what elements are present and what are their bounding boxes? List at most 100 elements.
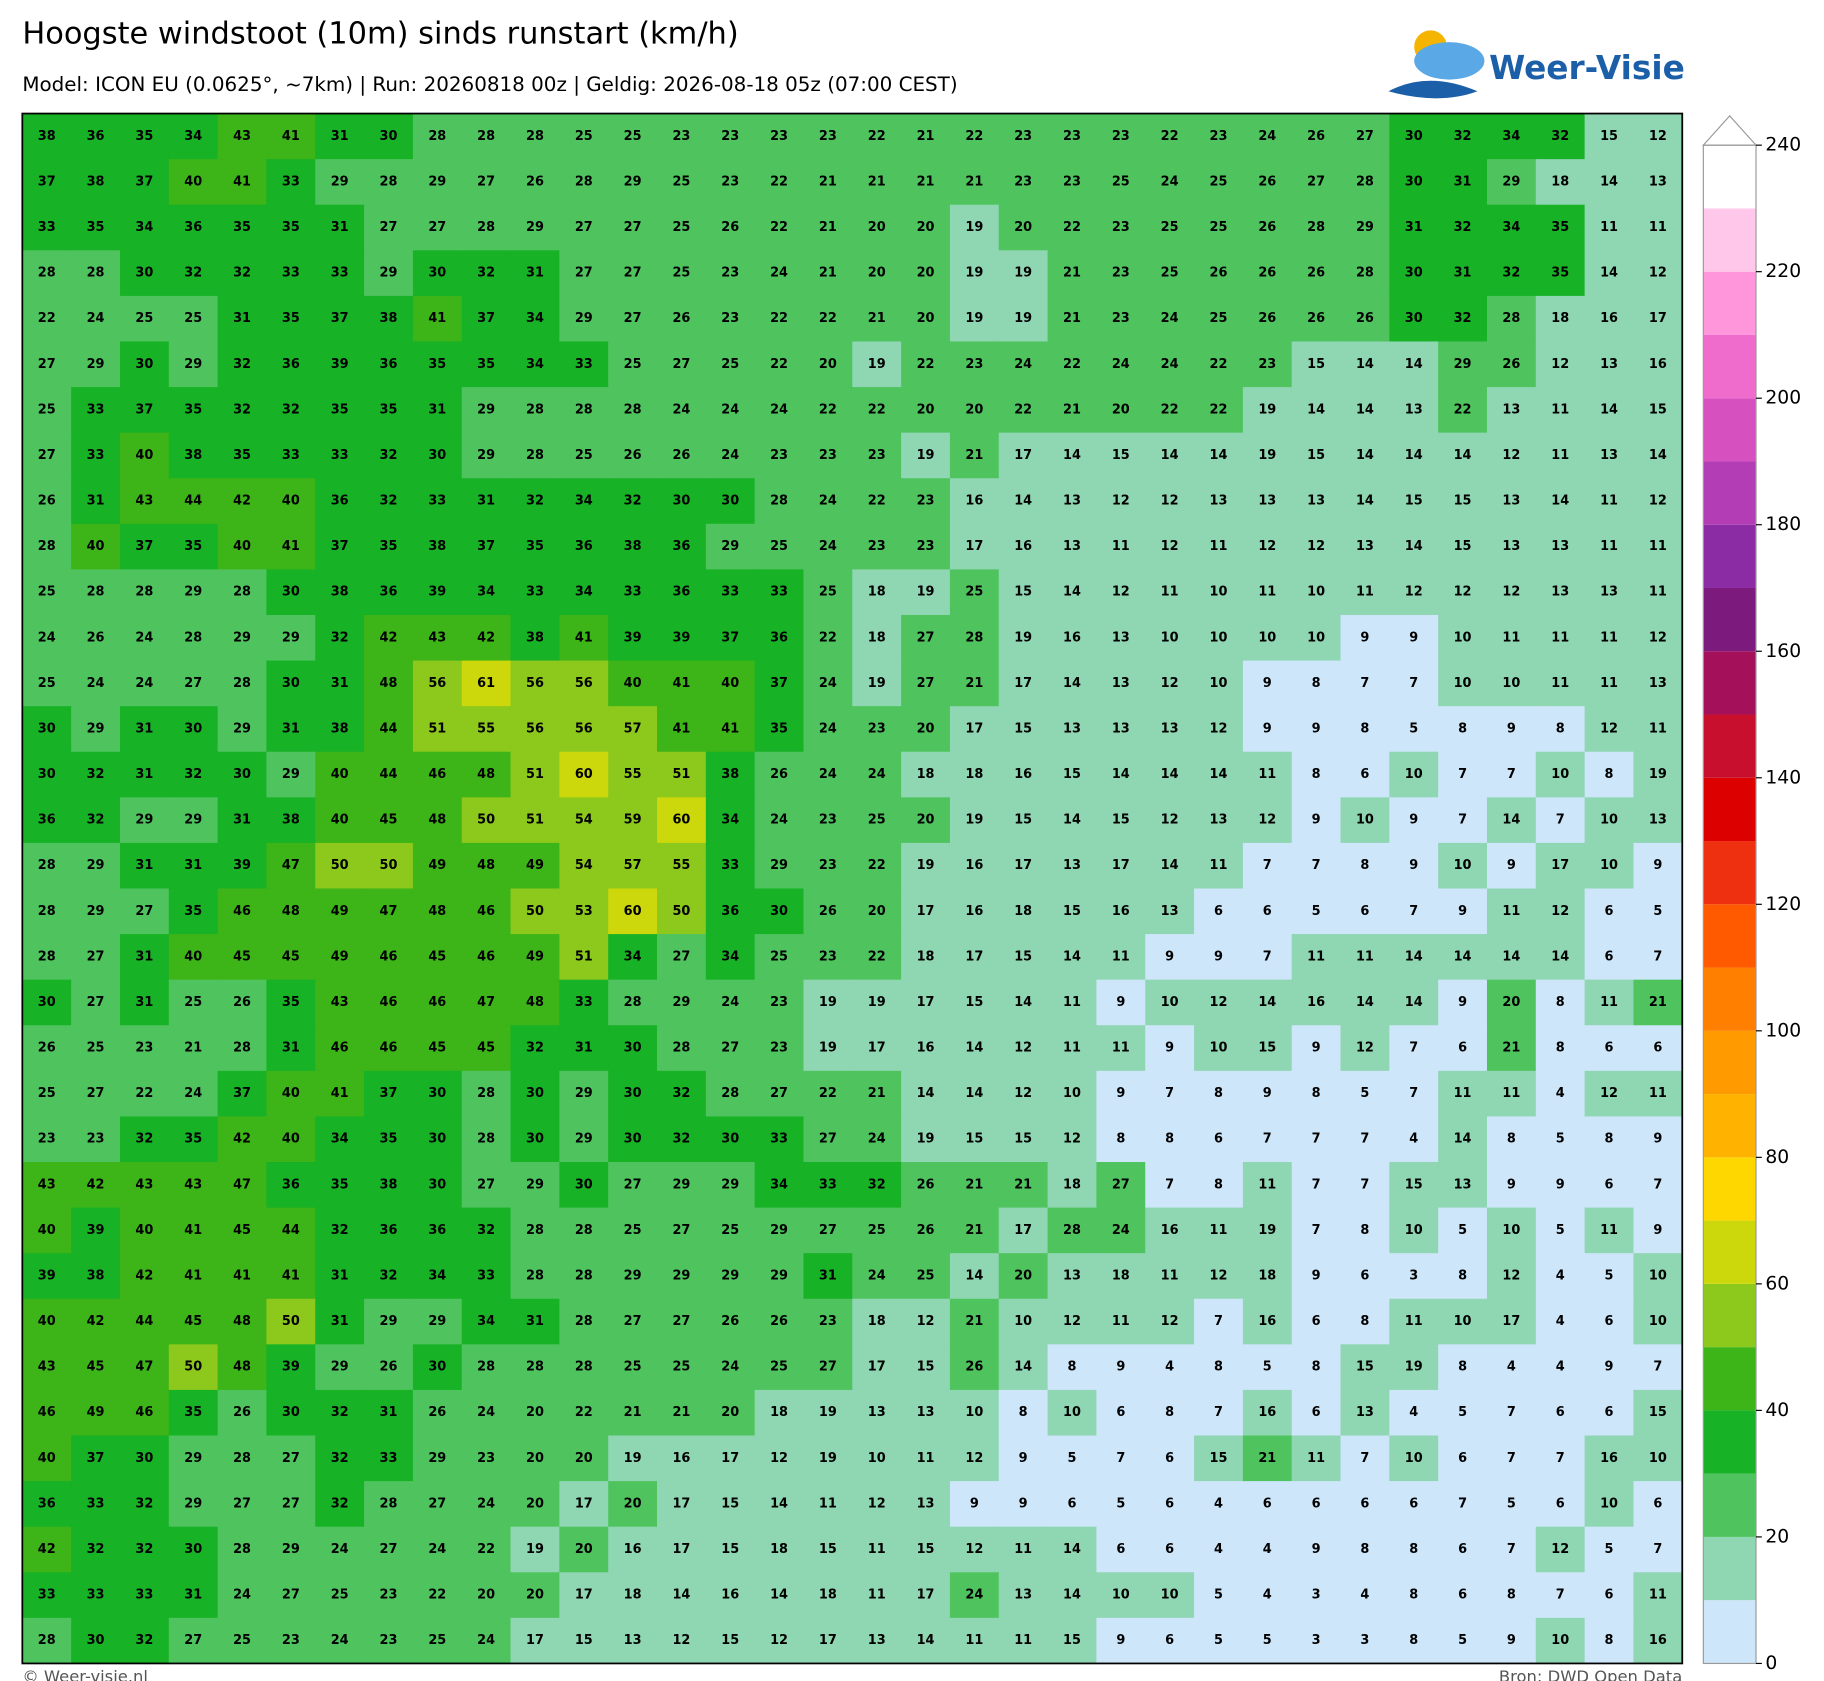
cell-value: 33	[331, 266, 349, 281]
cell	[852, 888, 902, 935]
cell-value: 14	[1405, 448, 1423, 463]
cell-value: 12	[1649, 129, 1667, 144]
cell-value: 26	[233, 1405, 251, 1420]
cell-value: 12	[1600, 721, 1618, 736]
cell-value: 15	[1356, 1360, 1374, 1375]
cell-value: 21	[1014, 1177, 1032, 1192]
cell-value: 24	[721, 448, 739, 463]
cell-value: 12	[1502, 448, 1520, 463]
cell	[412, 888, 463, 935]
cell-value: 12	[1161, 1314, 1179, 1329]
cell-value: 3	[1312, 1588, 1321, 1603]
cell-value: 32	[282, 402, 300, 417]
cell	[1194, 660, 1244, 707]
cell	[461, 934, 512, 981]
cell-value: 38	[380, 311, 398, 326]
cell	[315, 387, 365, 434]
cell-value: 10	[1063, 1405, 1081, 1420]
cell	[217, 432, 268, 479]
cell-value: 41	[233, 174, 251, 189]
cell-value: 8	[1019, 1405, 1028, 1420]
cell	[1096, 1025, 1146, 1072]
cell	[1633, 113, 1683, 160]
cell	[803, 614, 853, 662]
cell	[510, 1025, 560, 1072]
cell	[22, 387, 72, 434]
cell-value: 19	[868, 995, 886, 1010]
cell	[510, 159, 560, 206]
cell	[119, 387, 170, 434]
cell	[1633, 614, 1683, 662]
cell-value: 29	[380, 266, 398, 281]
cell-value: 32	[1454, 311, 1472, 326]
cell	[852, 1070, 902, 1118]
cell-value: 46	[428, 995, 446, 1010]
cell	[266, 569, 316, 616]
cell	[1584, 842, 1635, 890]
cell-value: 36	[331, 494, 349, 509]
cell-value: 32	[1551, 129, 1569, 144]
cell	[559, 934, 609, 981]
cell	[71, 341, 121, 388]
cell	[168, 1162, 219, 1209]
cell	[998, 341, 1049, 388]
cell-value: 33	[575, 357, 593, 372]
cell-value: 12	[965, 1451, 983, 1466]
cell-value: 12	[1502, 585, 1520, 600]
cell-value: 13	[917, 1405, 935, 1420]
cell	[461, 1070, 512, 1118]
cell-value: 28	[575, 1223, 593, 1238]
cell-value: 25	[672, 266, 690, 281]
colorbar-segment	[1703, 1600, 1757, 1664]
cell	[852, 1162, 902, 1209]
cell-value: 47	[282, 858, 300, 873]
cell-value: 37	[477, 539, 495, 554]
cell-value: 13	[1649, 676, 1667, 691]
cell	[1486, 113, 1537, 160]
cell-value: 26	[1356, 311, 1374, 326]
cell-value: 21	[1063, 402, 1081, 417]
cell-value: 48	[233, 1360, 251, 1375]
cell	[1340, 660, 1390, 707]
cell	[852, 387, 902, 434]
cell	[1340, 250, 1390, 297]
cell-value: 28	[477, 1132, 495, 1147]
cell	[412, 751, 463, 798]
cell-value: 20	[917, 311, 935, 326]
cell	[1096, 797, 1146, 844]
cell	[461, 295, 512, 343]
cell-value: 35	[87, 220, 105, 235]
cell	[705, 979, 756, 1026]
cell-value: 21	[868, 174, 886, 189]
cell-value: 25	[1210, 311, 1228, 326]
cell-value: 46	[477, 949, 495, 964]
cell-value: 41	[672, 721, 690, 736]
cell-value: 6	[1165, 1633, 1174, 1648]
cell-value: 28	[965, 630, 983, 645]
cell	[1584, 250, 1635, 297]
cell-value: 23	[770, 448, 788, 463]
cell	[364, 113, 414, 160]
cell	[510, 478, 560, 525]
cell-value: 11	[1258, 585, 1276, 600]
cell	[1584, 387, 1635, 434]
cell-value: 16	[1258, 1314, 1276, 1329]
cell	[1291, 387, 1342, 434]
cell	[1340, 295, 1390, 343]
cell-value: 11	[917, 1451, 935, 1466]
cell-value: 47	[477, 995, 495, 1010]
cell-value: 11	[1551, 402, 1569, 417]
cell	[1242, 1070, 1293, 1118]
cell-value: 21	[1258, 1451, 1276, 1466]
cell-value: 22	[917, 357, 935, 372]
cell	[1340, 1116, 1390, 1163]
cell-value: 10	[1405, 1223, 1423, 1238]
cell-value: 5	[1312, 904, 1321, 919]
cell-value: 15	[1405, 494, 1423, 509]
cell	[1096, 341, 1146, 388]
cell-value: 10	[1649, 1268, 1667, 1283]
cell-value: 10	[1307, 630, 1325, 645]
cell	[1584, 797, 1635, 844]
